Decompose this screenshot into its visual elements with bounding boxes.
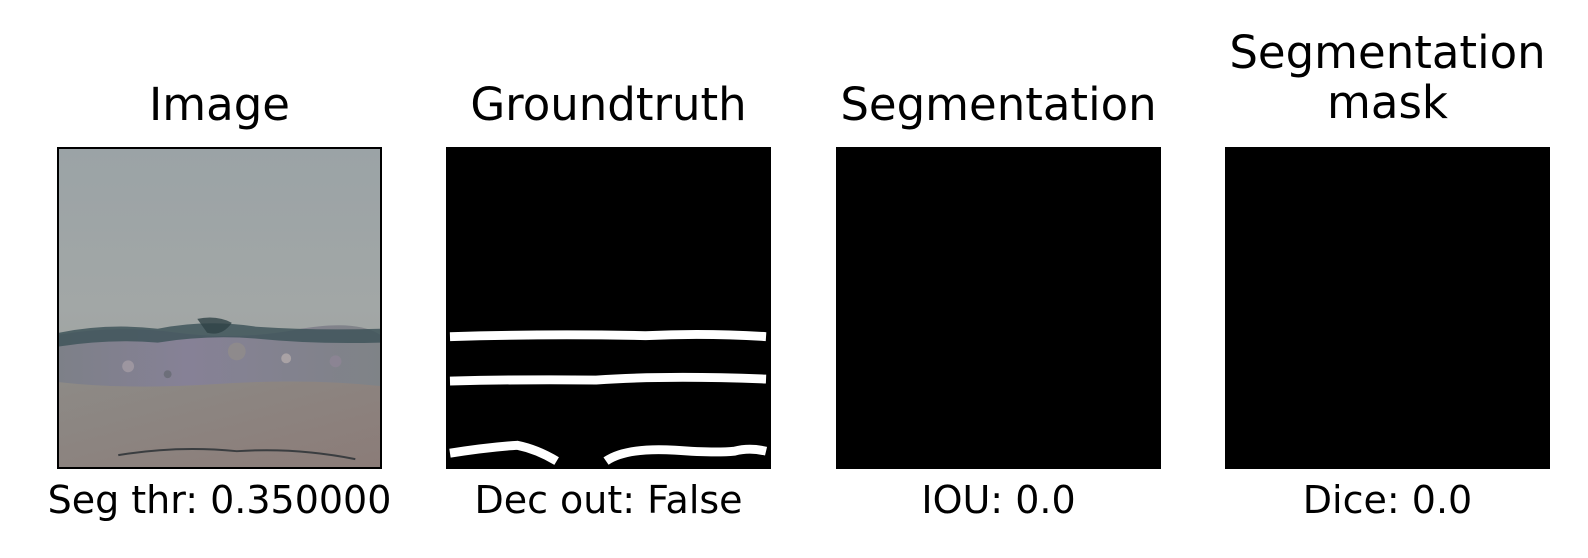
segmentation-panel: Segmentation IOU: 0.0 [836, 0, 1161, 558]
segmentation-mask-output [1225, 147, 1550, 469]
panel-title-image: Image [149, 78, 290, 131]
seg-threshold-caption: Seg thr: 0.350000 [47, 478, 392, 522]
panel-title-groundtruth: Groundtruth [470, 78, 747, 131]
groundtruth-mask [446, 147, 771, 469]
groundtruth-panel: Groundtruth Dec out: False [446, 0, 771, 558]
segmentation-output [836, 147, 1161, 469]
pavement-image-graphic [59, 149, 380, 467]
groundtruth-mask-graphic [448, 149, 769, 467]
segmentation-mask-panel: Segmentation mask Dice: 0.0 [1225, 0, 1550, 558]
image-panel: Image [48, 0, 392, 558]
iou-caption: IOU: 0.0 [921, 478, 1076, 522]
decoder-output-caption: Dec out: False [474, 478, 743, 522]
panel-title-line-1: Segmentation [1229, 26, 1546, 79]
pavement-image [57, 147, 382, 469]
panel-title-segmentation: Segmentation [840, 78, 1157, 131]
panel-title-line-2: mask [1327, 76, 1448, 129]
panel-title-segmentation-mask: Segmentation mask [1185, 28, 1588, 128]
dice-caption: Dice: 0.0 [1302, 478, 1473, 522]
